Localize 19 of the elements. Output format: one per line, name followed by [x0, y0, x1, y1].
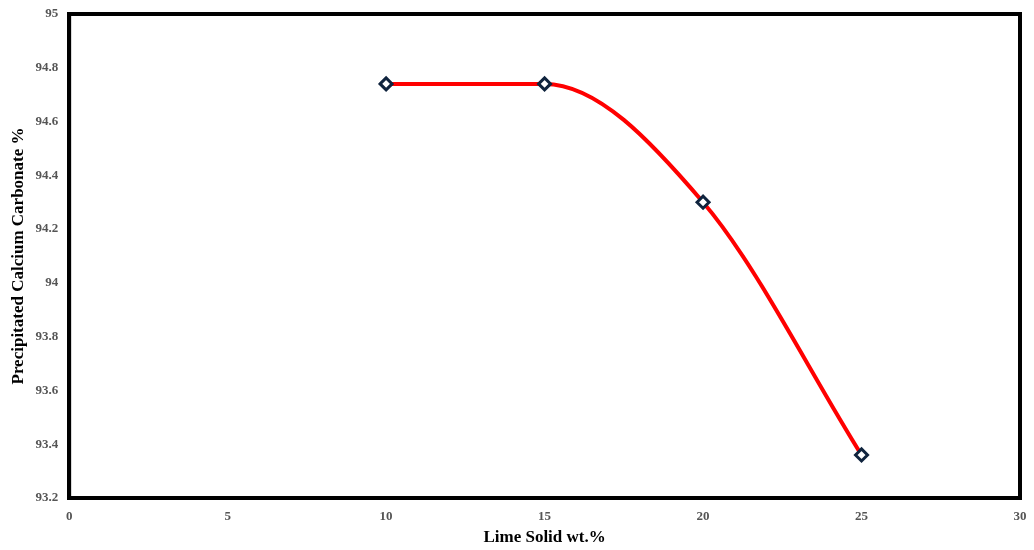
y-axis-title: Precipitated Calcium Carbonate % [7, 127, 27, 385]
x-tick-label: 30 [1013, 508, 1027, 524]
x-tick-label: 25 [855, 508, 869, 524]
y-tick-label: 94.6 [35, 112, 59, 128]
y-tick-label: 94.2 [35, 220, 59, 236]
x-tick-label: 5 [224, 508, 232, 524]
y-tick-label: 93.6 [35, 381, 59, 397]
x-tick-label: 20 [696, 508, 710, 524]
y-tick-label: 93.2 [35, 489, 59, 505]
x-tick-label: 10 [379, 508, 393, 524]
y-tick-label: 95 [45, 5, 59, 21]
x-tick-label: 0 [65, 508, 73, 524]
y-tick-label: 94.4 [35, 166, 59, 182]
y-tick-label: 93.4 [35, 435, 59, 451]
x-tick-label: 15 [538, 508, 552, 524]
x-axis-title: Lime Solid wt.% [483, 527, 606, 547]
y-tick-label: 94 [45, 274, 59, 290]
y-tick-label: 93.8 [35, 328, 59, 344]
y-tick-label: 94.8 [35, 59, 59, 75]
